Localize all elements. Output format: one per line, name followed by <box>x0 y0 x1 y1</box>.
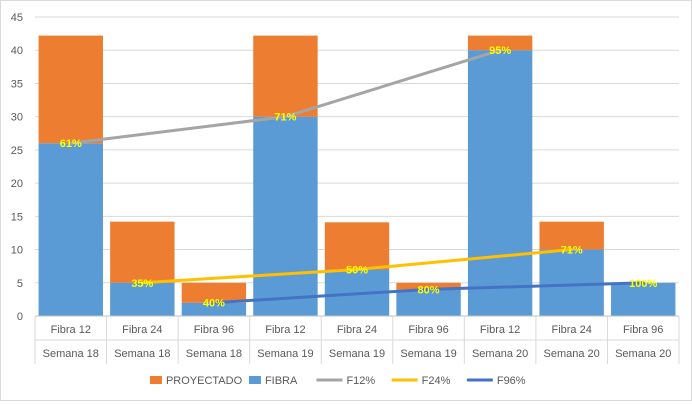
legend-swatch-proyectado <box>149 376 162 384</box>
bar-fibra <box>396 289 461 316</box>
x-tick-label-semana: Semana 19 <box>257 348 313 360</box>
x-tick-label-semana: Semana 18 <box>43 348 99 360</box>
bar-proyectado <box>38 35 103 144</box>
bar-proyectado <box>181 282 247 303</box>
x-tick-label-semana: Semana 19 <box>329 348 385 360</box>
bar-fibra <box>611 282 676 316</box>
legend-swatch-fibra <box>248 376 261 384</box>
legend-label: PROYECTADO <box>166 375 243 387</box>
y-tick-label: 45 <box>11 12 23 24</box>
bar-fibra <box>539 249 604 316</box>
x-tick-label-semana: Semana 20 <box>615 348 671 360</box>
y-tick-label: 30 <box>11 112 23 124</box>
y-tick-label: 20 <box>11 178 23 190</box>
x-tick-label-semana: Semana 18 <box>186 348 242 360</box>
data-label: 80% <box>418 284 440 296</box>
bar-fibra <box>110 282 175 316</box>
x-tick-label-fibra: Fibra 12 <box>265 324 305 336</box>
line-f96-pct <box>212 281 645 305</box>
bar-fibra <box>467 50 533 316</box>
data-label: 71% <box>561 245 583 257</box>
bar-proyectado <box>396 282 461 290</box>
line-f24-pct <box>140 248 574 285</box>
y-tick-label: 40 <box>11 45 23 57</box>
data-label: 40% <box>203 298 225 310</box>
y-tick-label: 5 <box>17 278 23 290</box>
legend-label: F96% <box>497 375 526 387</box>
bar-fibra <box>38 143 103 316</box>
bar-fibra <box>253 116 318 317</box>
y-tick-label: 35 <box>11 78 23 90</box>
x-tick-label-fibra: Fibra 12 <box>480 324 520 336</box>
y-tick-label: 25 <box>11 145 23 157</box>
bar-proyectado <box>539 221 604 250</box>
line-f12-pct <box>69 48 502 145</box>
data-label: 95% <box>489 45 511 57</box>
x-tick-label-fibra: Fibra 24 <box>551 324 591 336</box>
bar-proyectado <box>324 222 390 270</box>
legend-label: FIBRA <box>265 375 298 387</box>
data-label: 50% <box>346 264 368 276</box>
x-tick-label-semana: Semana 20 <box>544 348 600 360</box>
y-tick-label: 15 <box>11 211 23 223</box>
data-label: 100% <box>629 278 657 290</box>
x-tick-label-fibra: Fibra 96 <box>194 324 234 336</box>
x-tick-label-semana: Semana 20 <box>472 348 528 360</box>
x-tick-label-fibra: Fibra 24 <box>122 324 162 336</box>
bar-fibra <box>181 302 247 316</box>
x-tick-label-fibra: Fibra 96 <box>408 324 448 336</box>
data-label: 35% <box>131 278 153 290</box>
legend-label: F24% <box>422 375 451 387</box>
legend-label: F12% <box>346 375 375 387</box>
bar-proyectado <box>253 35 318 117</box>
bar-proyectado <box>467 35 533 51</box>
y-tick-label: 10 <box>11 245 23 257</box>
x-tick-label-semana: Semana 18 <box>114 348 170 360</box>
x-tick-label-fibra: Fibra 96 <box>623 324 663 336</box>
x-tick-label-fibra: Fibra 24 <box>337 324 377 336</box>
x-tick-label-semana: Semana 19 <box>400 348 456 360</box>
x-tick-label-fibra: Fibra 12 <box>51 324 91 336</box>
data-label: 61% <box>60 138 82 150</box>
bar-proyectado <box>110 221 175 283</box>
data-label: 71% <box>274 112 296 124</box>
y-tick-label: 0 <box>17 311 23 323</box>
